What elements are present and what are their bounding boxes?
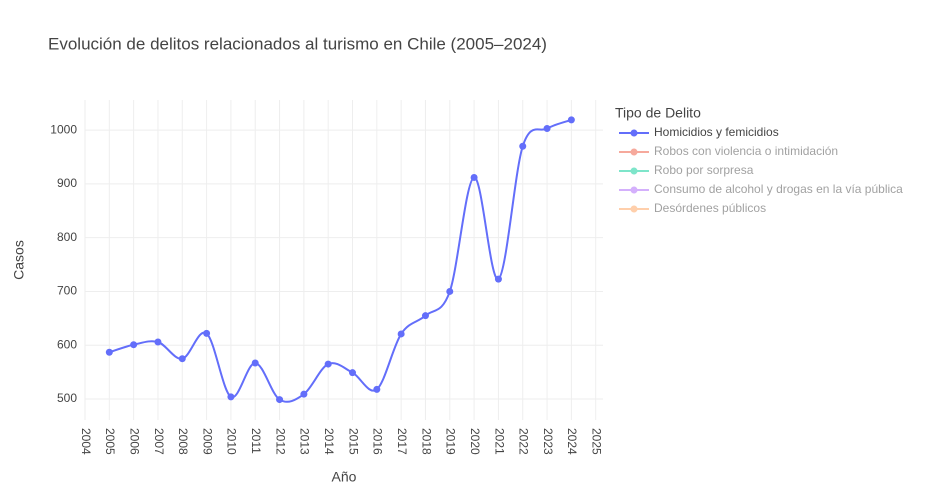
x-axis-title: Año [332,469,357,485]
data-point [276,396,284,404]
legend-swatch-dot [630,167,638,175]
data-point [105,348,113,356]
x-tick-label: 2010 [225,428,239,455]
y-tick-label: 500 [57,391,77,405]
data-point [227,393,235,401]
legend-label: Homicidios y femicidios [654,125,779,139]
data-point [154,338,162,346]
data-point [349,369,357,377]
grid-layer [84,100,603,420]
data-point [470,173,478,181]
legend-label: Robos con violencia o intimidación [654,144,838,158]
chart-title: Evolución de delitos relacionados al tur… [48,34,547,53]
data-point [494,275,502,283]
x-tick-label: 2021 [492,428,506,455]
legend-item[interactable]: Robos con violencia o intimidación [619,144,838,158]
y-axis-title: Casos [11,240,27,280]
data-point [251,359,259,367]
data-point [567,116,575,124]
y-tick-label: 1000 [50,122,77,136]
data-point [130,341,138,349]
data-point [446,287,454,295]
x-tick-label: 2025 [590,428,604,455]
data-point [203,329,211,337]
legend-item[interactable]: Desórdenes públicos [619,201,766,215]
x-tick-label: 2009 [200,428,214,455]
data-point [519,142,527,150]
legend-item[interactable]: Homicidios y femicidios [619,125,779,139]
x-tick-label: 2005 [103,428,117,455]
data-point [543,125,551,133]
x-tick-label: 2007 [152,428,166,455]
x-tick-label: 2014 [322,428,336,455]
x-tick-label: 2020 [468,428,482,455]
y-tick-label: 600 [57,337,77,351]
y-tick-label: 900 [57,176,77,190]
legend-label: Consumo de alcohol y drogas en la vía pú… [654,182,903,196]
x-tick-label: 2019 [444,428,458,455]
x-tick-label: 2024 [565,428,579,455]
data-point [178,355,186,363]
x-tick-label: 2012 [273,428,287,455]
data-point [373,385,381,393]
x-tick-label: 2017 [395,428,409,455]
x-tick-label: 2004 [79,428,93,455]
x-tick-label: 2011 [249,428,263,454]
x-tick-label: 2023 [541,428,555,455]
data-point [300,390,308,398]
data-point [324,360,332,368]
legend-item[interactable]: Robo por sorpresa [619,163,754,177]
legend-swatch-dot [630,186,638,194]
x-tick-label: 2018 [419,428,433,455]
legend-swatch-dot [630,148,638,156]
x-tick-label: 2006 [127,428,141,455]
legend-title: Tipo de Delito [615,105,701,121]
y-tick-label: 800 [57,230,77,244]
series-line [109,118,572,403]
data-point [397,330,405,338]
x-tick-label: 2016 [371,428,385,455]
y-tick-label: 700 [57,284,77,298]
x-tick-label: 2013 [298,428,312,455]
x-tick-label: 2008 [176,428,190,455]
legend-label: Desórdenes públicos [654,201,766,215]
legend-item[interactable]: Consumo de alcohol y drogas en la vía pú… [619,182,903,196]
legend-label: Robo por sorpresa [654,163,754,177]
x-tick-label: 2022 [517,428,531,455]
data-point [421,312,429,320]
legend-swatch-dot [630,205,638,213]
x-tick-label: 2015 [346,428,360,455]
legend-swatch-dot [630,129,638,137]
